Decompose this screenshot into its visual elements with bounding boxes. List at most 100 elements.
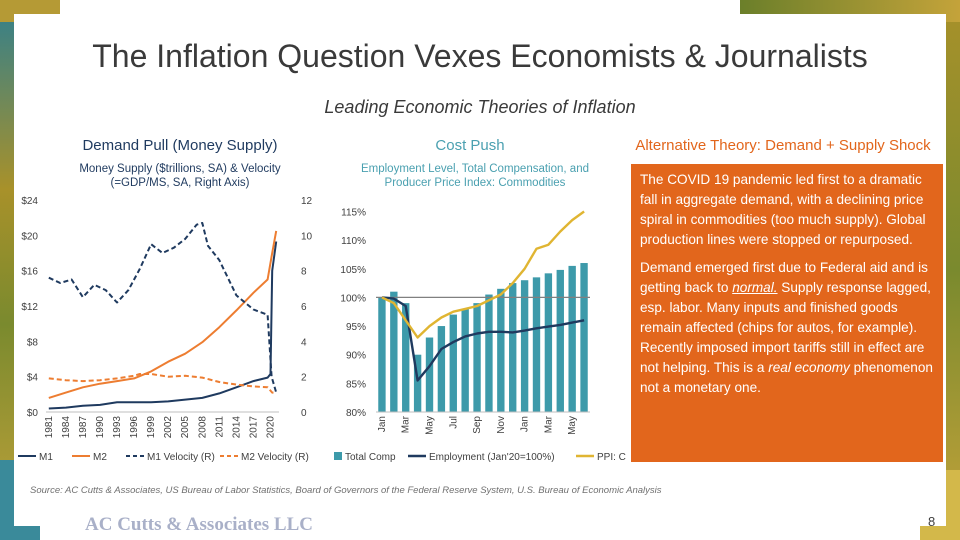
y-tick-label: 95% xyxy=(346,322,366,333)
y-left-tick-label: $4 xyxy=(27,373,39,384)
source-note: Source: AC Cutts & Associates, US Bureau… xyxy=(30,485,662,496)
bar-total-comp xyxy=(473,303,481,412)
series-line-2 xyxy=(48,222,278,393)
x-tick-label: 2005 xyxy=(180,416,191,439)
y-right-tick-label: 4 xyxy=(301,337,307,348)
x-tick-label: May xyxy=(567,416,578,435)
x-tick-label: 2002 xyxy=(163,416,174,439)
x-tick-label: Mar xyxy=(401,415,412,433)
y-right-tick-label: 6 xyxy=(301,302,307,313)
x-tick-label: Mar xyxy=(543,415,554,433)
y-right-tick-label: 12 xyxy=(301,196,313,207)
y-right-tick-label: 2 xyxy=(301,373,307,384)
legend-label-1: M2 xyxy=(93,452,107,463)
legend-label-2: PPI: C xyxy=(597,452,626,463)
x-tick-label: 2011 xyxy=(214,416,225,438)
y-left-tick-label: $0 xyxy=(27,408,39,419)
y-left-tick-label: $8 xyxy=(27,337,39,348)
y-left-tick-label: $24 xyxy=(21,196,38,207)
legend-label-1: Employment (Jan'20=100%) xyxy=(429,452,555,463)
bar-total-comp xyxy=(402,303,410,412)
x-tick-label: 2020 xyxy=(265,416,276,439)
y-tick-label: 105% xyxy=(340,265,366,276)
demand-pull-subtitle-2: (=GDP/MS, SA, Right Axis) xyxy=(110,177,250,189)
bar-total-comp xyxy=(556,269,564,412)
x-tick-label: 1987 xyxy=(78,416,89,439)
slide-subtitle: Leading Economic Theories of Inflation xyxy=(324,97,636,117)
x-tick-label: Jul xyxy=(448,416,459,429)
demand-pull-title: Demand Pull (Money Supply) xyxy=(82,137,278,154)
series-line-1 xyxy=(381,296,585,382)
legend-label-0: Total Comp xyxy=(345,452,396,463)
x-tick-label: 1996 xyxy=(129,416,140,439)
bar-total-comp xyxy=(580,263,588,412)
y-left-tick-label: $16 xyxy=(21,267,38,278)
x-tick-label: May xyxy=(425,416,436,435)
page-number: 8 xyxy=(928,514,936,529)
x-tick-label: 1981 xyxy=(44,416,55,439)
bar-total-comp xyxy=(437,326,446,412)
x-tick-label: Nov xyxy=(496,416,507,434)
alt-theory-box: The COVID 19 pandemic led first to a dra… xyxy=(631,164,943,462)
x-tick-label: 1984 xyxy=(61,416,72,439)
y-left-tick-label: $20 xyxy=(21,231,38,242)
bar-total-comp xyxy=(390,291,398,412)
demand-pull-chart: $0 $4 $8 $12 $16 $20 $24 0 2 4 6 8 10 12 1981 1984 1987 1… xyxy=(18,196,313,463)
alt-para2-c: phenomenon not a monetary one. xyxy=(640,360,933,395)
bar-total-comp xyxy=(544,273,553,412)
alt-para2-b: Supply response lagged, esp. labor. Many… xyxy=(640,280,931,375)
bar-total-comp xyxy=(509,283,517,412)
alt-theory-para-1: The COVID 19 pandemic led first to a dra… xyxy=(640,172,926,247)
bar-total-comp xyxy=(378,297,386,412)
x-tick-label: 2014 xyxy=(231,416,242,439)
alt-para2-a: Demand emerged first due to Federal aid … xyxy=(640,260,928,295)
alt-theory-para-2: Demand emerged first due to Federal aid … xyxy=(640,258,934,398)
series-line-1 xyxy=(48,230,278,399)
slide-title: The Inflation Question Vexes Economists … xyxy=(92,38,868,74)
alt-para2-normal: normal. xyxy=(732,280,778,295)
x-tick-label: 1993 xyxy=(112,416,123,439)
legend-label-0: M1 xyxy=(39,452,53,463)
bar-total-comp xyxy=(461,308,469,412)
x-tick-label: 1999 xyxy=(146,416,157,439)
x-tick-label: Sep xyxy=(472,416,483,434)
alt-para2-real: real economy xyxy=(768,360,850,375)
cost-push-subtitle-2: Producer Price Index: Commodities xyxy=(384,177,566,189)
bar-total-comp xyxy=(449,314,457,412)
y-tick-label: 80% xyxy=(346,408,366,419)
bar-total-comp xyxy=(413,354,422,412)
alt-theory-title: Alternative Theory: Demand + Supply Shoc… xyxy=(635,137,931,154)
y-tick-label: 85% xyxy=(346,379,366,390)
y-right-tick-label: 8 xyxy=(301,267,307,278)
bar-total-comp xyxy=(497,288,505,412)
bar-total-comp xyxy=(425,337,434,412)
y-tick-label: 100% xyxy=(340,293,366,304)
x-tick-label: Jan xyxy=(377,416,388,432)
x-tick-label: 1990 xyxy=(95,416,106,439)
bar-total-comp xyxy=(485,294,493,412)
y-tick-label: 115% xyxy=(341,207,366,218)
y-left-tick-label: $12 xyxy=(21,302,38,313)
bar-total-comp xyxy=(520,280,529,412)
y-right-tick-label: 10 xyxy=(301,231,313,242)
legend-label-2: M1 Velocity (R) xyxy=(147,452,215,463)
x-tick-label: 2008 xyxy=(197,416,208,439)
x-tick-label: 2017 xyxy=(248,416,259,439)
frame-left xyxy=(0,0,14,540)
demand-pull-subtitle-1: Money Supply ($trillions, SA) & Velocity xyxy=(79,163,281,175)
legend-swatch-0 xyxy=(334,452,342,460)
frame-right xyxy=(946,0,960,540)
bar-total-comp xyxy=(532,277,541,412)
cost-push-subtitle-1: Employment Level, Total Compensation, an… xyxy=(360,163,589,175)
series-line-3 xyxy=(48,373,277,394)
x-tick-label: Jan xyxy=(520,416,531,432)
y-tick-label: 110% xyxy=(341,236,366,247)
company-logo-text: AC Cutts & Associates LLC xyxy=(85,514,313,535)
cost-push-title: Cost Push xyxy=(435,137,505,154)
legend-label-3: M2 Velocity (R) xyxy=(241,452,309,463)
series-line-0 xyxy=(48,241,278,410)
y-tick-label: 90% xyxy=(346,351,366,362)
cost-push-chart: 80% 85% 90% 95% 100% 105% 110% 115% Jan Mar May Jul… xyxy=(334,207,626,463)
bar-total-comp xyxy=(568,265,576,412)
y-right-tick-label: 0 xyxy=(301,408,307,419)
